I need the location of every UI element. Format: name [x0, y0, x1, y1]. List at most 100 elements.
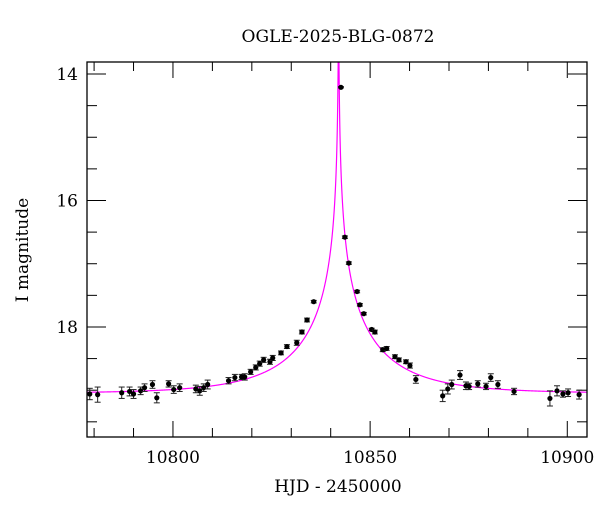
data-marker — [483, 383, 489, 390]
data-marker — [253, 364, 259, 371]
data-marker — [126, 388, 133, 395]
data-marker — [278, 350, 284, 356]
data-marker — [354, 288, 360, 295]
data-point — [153, 392, 160, 404]
data-marker — [149, 381, 156, 388]
data-marker — [576, 392, 582, 398]
data-point — [487, 373, 494, 382]
data-marker — [270, 355, 276, 361]
data-point — [412, 375, 419, 384]
data-marker — [565, 390, 571, 396]
data-point — [341, 234, 348, 240]
data-marker — [342, 234, 348, 240]
x-tick-label: 10800 — [146, 448, 200, 468]
data-marker — [361, 311, 367, 317]
data-marker — [87, 391, 93, 397]
y-tick-label: 16 — [56, 191, 78, 211]
data-marker — [166, 381, 172, 387]
data-marker — [338, 84, 344, 90]
data-point — [457, 370, 464, 380]
model-curve-layer — [87, 62, 587, 393]
data-marker — [396, 357, 402, 363]
data-marker — [171, 386, 177, 393]
data-marker — [299, 329, 305, 335]
data-point — [354, 288, 361, 295]
y-tick-label: 14 — [56, 65, 78, 85]
data-point — [247, 368, 254, 375]
data-marker — [242, 374, 248, 380]
data-point — [298, 329, 305, 335]
data-marker — [311, 299, 317, 305]
x-tick-label: 10850 — [343, 448, 397, 468]
data-marker — [407, 362, 413, 369]
data-marker — [403, 359, 409, 365]
data-marker — [154, 395, 160, 401]
data-point — [126, 386, 133, 397]
data-point — [360, 311, 367, 317]
data-marker — [554, 388, 560, 394]
data-point — [546, 390, 553, 407]
data-marker — [357, 302, 363, 308]
data-marker — [488, 374, 494, 381]
data-marker — [205, 381, 211, 388]
data-point — [395, 357, 402, 363]
data-point — [406, 362, 413, 369]
data-point — [304, 317, 311, 323]
data-marker — [294, 340, 300, 346]
data-marker — [372, 329, 378, 335]
data-marker — [138, 388, 144, 394]
data-point — [345, 260, 352, 266]
data-point — [474, 380, 481, 388]
data-marker — [130, 391, 137, 397]
data-point — [269, 354, 276, 361]
data-marker — [193, 386, 199, 392]
data-point — [252, 364, 259, 371]
data-marker — [466, 383, 472, 390]
data-point — [337, 84, 344, 90]
data-point — [204, 379, 211, 390]
x-tick-label: 10900 — [540, 448, 594, 468]
y-axis-label: I magnitude — [13, 198, 33, 302]
data-marker — [511, 388, 517, 395]
data-marker — [232, 374, 238, 381]
data-point — [241, 373, 248, 381]
data-point — [310, 299, 317, 305]
data-marker — [449, 381, 455, 388]
data-point — [444, 383, 451, 395]
x-axis-label: HJD - 2450000 — [274, 477, 402, 497]
data-point — [137, 386, 144, 396]
model-curve — [87, 62, 587, 393]
data-marker — [257, 361, 263, 367]
data-marker — [547, 395, 553, 402]
data-point — [356, 302, 363, 308]
data-point — [278, 350, 285, 356]
data-marker — [457, 372, 463, 378]
data-point — [87, 387, 93, 401]
data-point — [260, 356, 267, 363]
data-point — [192, 384, 199, 394]
data-marker — [177, 385, 183, 391]
data-point — [483, 382, 490, 391]
data-point — [565, 388, 572, 398]
data-point — [293, 339, 300, 346]
y-tick-label: 18 — [56, 318, 78, 338]
data-marker — [304, 317, 310, 323]
data-point — [466, 382, 473, 391]
axis-ticks — [87, 62, 587, 437]
data-marker — [284, 343, 290, 350]
data-marker — [119, 390, 125, 396]
data-point — [149, 380, 156, 389]
data-marker — [197, 388, 203, 394]
tick-labels: 10800 10850 10900 14 16 18 — [56, 65, 594, 468]
data-marker — [346, 260, 352, 266]
data-points-layer — [87, 84, 583, 407]
data-point — [130, 389, 137, 399]
chart-title: OGLE-2025-BLG-0872 — [242, 27, 435, 47]
plot-frame — [86, 61, 588, 438]
data-marker — [95, 392, 101, 398]
data-marker — [225, 378, 232, 384]
data-point — [559, 390, 566, 398]
data-marker — [248, 369, 254, 375]
data-point — [94, 386, 101, 403]
